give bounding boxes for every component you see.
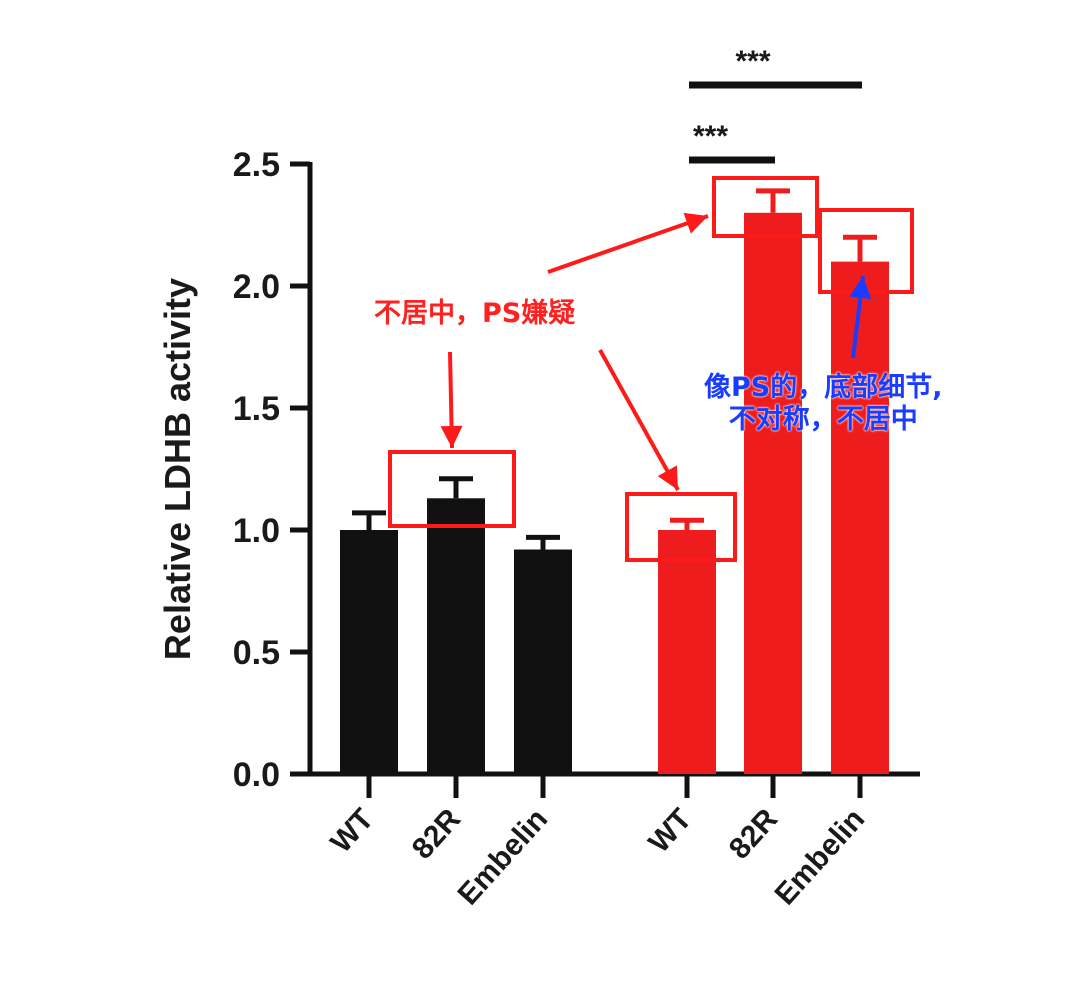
red-arrow-up-head <box>683 212 708 234</box>
y-tick-label: 1.0 <box>233 512 280 550</box>
y-axis-label: Relative LDHB activity <box>157 278 198 660</box>
y-tick-label: 2.5 <box>233 146 280 184</box>
significance-label: *** <box>736 45 771 78</box>
x-tick-label: 82R <box>406 802 468 865</box>
bar <box>658 530 716 774</box>
x-tick-label: WT <box>324 803 380 860</box>
x-tick-label: Embelin <box>452 803 555 912</box>
annotation-box <box>625 492 737 562</box>
y-tick-label: 2.0 <box>233 268 280 306</box>
red-arrow-diagonal-head <box>657 465 678 490</box>
bar <box>744 212 802 775</box>
red-annotation-note: 不居中，PS嫌疑 <box>374 298 576 329</box>
bar <box>514 549 572 774</box>
bar <box>340 530 398 774</box>
red-arrow-diagonal-shaft <box>598 349 680 491</box>
red-arrow-up-shaft <box>547 214 709 274</box>
blue-annotation-line-2: 不对称，不居中 <box>728 404 918 435</box>
blue-annotation-line-1: 像PS的，底部细节, <box>704 372 943 403</box>
y-tick-label: 1.5 <box>233 390 280 428</box>
y-tick-label: 0.0 <box>233 756 280 794</box>
bar <box>831 261 889 775</box>
red-arrow-down-head <box>440 425 463 448</box>
blue-arrow-up-head <box>849 276 872 300</box>
x-tick-label: Embelin <box>769 803 872 912</box>
x-tick-label: 82R <box>723 802 785 865</box>
y-tick-label: 0.5 <box>233 634 280 672</box>
annotation-box <box>388 450 516 528</box>
x-tick-label: WT <box>642 803 698 860</box>
blue-annotation-note: 像PS的，底部细节, 不对称，不居中 <box>704 372 943 436</box>
significance-label: *** <box>693 120 728 153</box>
annotation-box <box>712 176 819 238</box>
bar <box>427 498 485 774</box>
